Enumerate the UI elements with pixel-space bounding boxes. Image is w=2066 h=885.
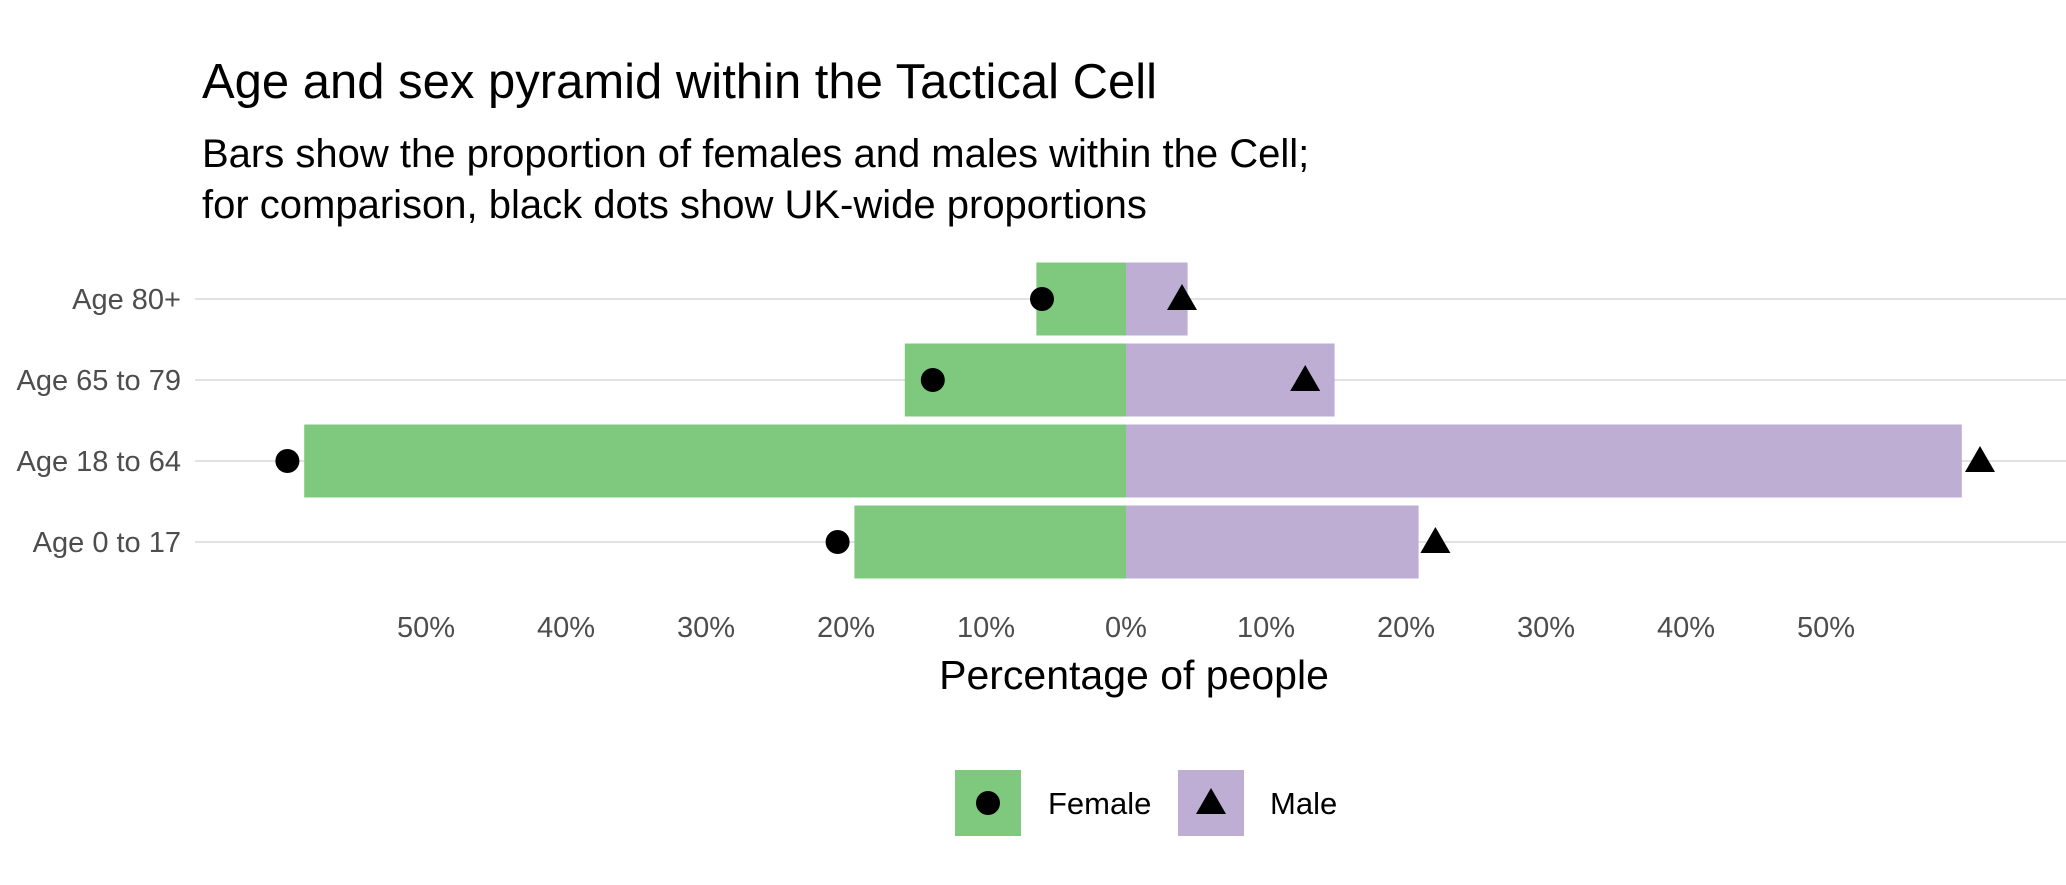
bar-female: [854, 505, 1126, 579]
chart-subtitle-line-1: Bars show the proportion of females and …: [202, 132, 1309, 176]
x-tick-label: 30%: [1517, 612, 1575, 644]
uk-marker-female: [275, 449, 300, 473]
x-tick-label: 10%: [957, 612, 1015, 644]
uk-markers: [275, 284, 1995, 554]
uk-marker-male: [1965, 446, 1995, 472]
legend: Female Male: [955, 770, 1337, 836]
legend-marker-male: [1196, 788, 1226, 814]
uk-marker-male: [1290, 365, 1321, 391]
bar-male: [1126, 505, 1419, 579]
uk-marker-female: [825, 530, 850, 554]
uk-marker-female: [1030, 287, 1054, 311]
chart-subtitle-line-2: for comparison, black dots show UK-wide …: [202, 183, 1147, 227]
bar-male: [1126, 424, 1962, 498]
x-axis-labels: 50% 40% 30% 20% 10% 0% 10% 20% 30% 40% 50%: [397, 612, 1855, 644]
x-tick-label: 40%: [537, 612, 595, 644]
uk-marker-male: [1167, 284, 1197, 310]
x-axis-title: Percentage of people: [939, 652, 1329, 698]
x-tick-label: 20%: [817, 612, 875, 644]
bar-female: [304, 424, 1126, 498]
y-tick-label: Age 0 to 17: [33, 527, 181, 559]
x-tick-label: 30%: [677, 612, 735, 644]
y-tick-label: Age 65 to 79: [17, 365, 181, 397]
legend-label-female: Female: [1048, 786, 1151, 821]
uk-marker-female: [920, 368, 945, 392]
bars: [304, 262, 1962, 579]
x-tick-label: 50%: [1797, 612, 1855, 644]
x-tick-label: 20%: [1377, 612, 1435, 644]
x-tick-label: 40%: [1657, 612, 1715, 644]
x-tick-label: 0%: [1105, 612, 1147, 644]
y-tick-label: Age 80+: [72, 284, 181, 316]
y-axis-labels: Age 80+ Age 65 to 79 Age 18 to 64 Age 0 to …: [17, 284, 181, 559]
y-tick-label: Age 18 to 64: [17, 446, 181, 478]
legend-marker-female: [976, 791, 1000, 815]
chart-title: Age and sex pyramid within the Tactical …: [202, 55, 1157, 109]
uk-marker-male: [1420, 527, 1451, 553]
legend-label-male: Male: [1270, 786, 1337, 821]
x-tick-label: 50%: [397, 612, 455, 644]
x-tick-label: 10%: [1237, 612, 1295, 644]
